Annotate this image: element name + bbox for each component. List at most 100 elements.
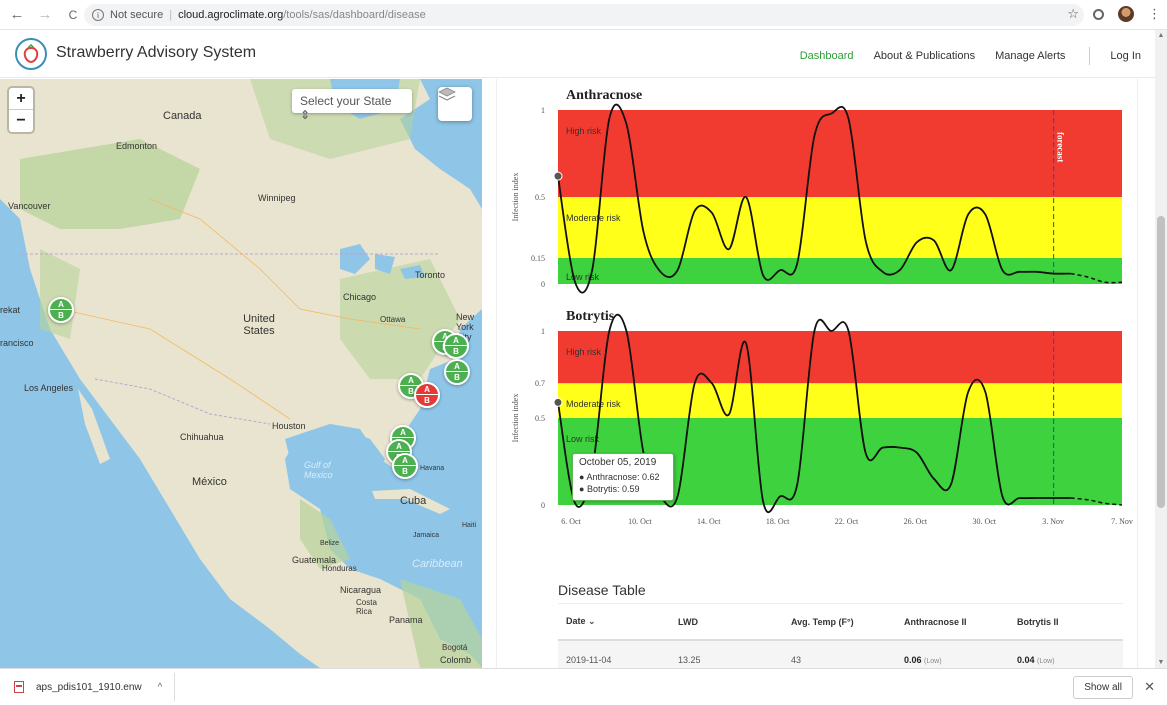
hover-point [553, 171, 563, 181]
info-icon[interactable]: i [92, 9, 104, 21]
column-lwd[interactable]: LWD [678, 616, 698, 627]
column-avg-temp[interactable]: Avg. Temp (F°) [791, 616, 854, 627]
cell-anthracnose: 0.06 (Low) [904, 655, 942, 665]
zoom-out-button[interactable]: − [16, 112, 26, 129]
disease-table: Date ⌄ LWD Avg. Temp (F°) Anthracnose II… [558, 603, 1123, 668]
y-tick-label: 0.15 [531, 254, 545, 263]
back-button[interactable]: ← [9, 6, 25, 23]
map-label-bogota: Bogotá [442, 643, 468, 652]
risk-band-label: Moderate risk [566, 399, 621, 409]
x-tick-label: 14. Oct [697, 517, 721, 526]
security-label: Not secure [110, 9, 164, 21]
table-header: Date ⌄ LWD Avg. Temp (F°) Anthracnose II… [558, 603, 1123, 641]
panel-border-left [496, 79, 497, 668]
nav-about-publications[interactable]: About & Publications [873, 50, 976, 62]
state-select[interactable]: Select your State ⇕ [292, 89, 412, 122]
x-tick-label: 7. Nov [1111, 517, 1133, 526]
menu-kebab-icon[interactable]: ⋮ [1148, 6, 1161, 21]
bookmark-star-icon[interactable]: ☆ [1067, 6, 1079, 21]
browser-actions: ☆ ⋮ [1067, 6, 1161, 22]
map-label-jamaica: Jamaica [413, 532, 440, 539]
app-header: Strawberry Advisory System Dashboard Abo… [0, 30, 1155, 78]
column-botrytis[interactable]: Botrytis II [1017, 616, 1059, 627]
risk-band-moderate [558, 197, 1122, 258]
y-tick-label: 1 [541, 106, 545, 115]
nav-log-in[interactable]: Log In [1110, 50, 1141, 62]
cell-botrytis: 0.04 (Low) [1017, 655, 1055, 665]
nav-dashboard[interactable]: Dashboard [799, 50, 854, 62]
address-bar[interactable]: i Not secure | cloud.agroclimate.org/too… [84, 4, 1084, 26]
risk-band-high [558, 331, 1122, 384]
map-label-chihuahua: Chihuahua [180, 432, 224, 442]
x-tick-label: 30. Oct [972, 517, 996, 526]
scroll-up-arrow[interactable]: ▲ [1157, 32, 1165, 39]
series-line [557, 313, 1071, 513]
map-label-caribbean: Caribbean [412, 558, 463, 570]
extension-icon[interactable] [1093, 8, 1104, 20]
y-tick-label: 0 [541, 280, 545, 289]
map-view[interactable]: + − Select your State ⇕ Canada Edmonton … [0, 79, 482, 668]
map-label-canada: Canada [163, 110, 202, 122]
layers-button[interactable] [438, 87, 472, 121]
reload-button[interactable]: C [68, 7, 78, 22]
app-title[interactable]: Strawberry Advisory System [56, 44, 257, 61]
main-nav: Dashboard About & Publications Manage Al… [780, 47, 1141, 65]
map-basemap [0, 79, 482, 668]
risk-band-label: High risk [566, 126, 602, 136]
x-tick-label: 22. Oct [835, 517, 859, 526]
risk-band-label: Moderate risk [566, 213, 621, 223]
show-all-button[interactable]: Show all [1073, 676, 1133, 699]
tooltip-row-botrytis: ● Botrytis: 0.59 [579, 484, 640, 494]
risk-band-label: Low risk [566, 272, 600, 282]
download-filename: aps_pdis101_1910.enw [36, 681, 142, 693]
map-label-gulf-of-mexico: Gulf of Mexico [304, 460, 333, 480]
map-label-colombia: Colomb [440, 655, 472, 665]
zoom-in-button[interactable]: + [9, 88, 33, 110]
cell-date: 2019-11-04 [566, 655, 612, 665]
map-label-panama: Panama [389, 615, 423, 625]
y-axis-title: Infection index [511, 394, 520, 443]
risk-band-label: Low risk [566, 434, 600, 444]
profile-avatar[interactable] [1118, 6, 1134, 22]
tooltip-row-anthracnose: ● Anthracnose: 0.62 [579, 472, 660, 482]
document-icon [14, 681, 24, 693]
scroll-down-arrow[interactable]: ▼ [1157, 659, 1165, 666]
nav-divider [1089, 47, 1091, 65]
nav-manage-alerts[interactable]: Manage Alerts [995, 50, 1066, 62]
tooltip-date: October 05, 2019 [579, 457, 657, 468]
map-label-rancisco: rancisco [0, 338, 34, 348]
forward-button[interactable]: → [37, 6, 53, 23]
strawberry-logo-icon[interactable] [15, 38, 47, 70]
layers-icon [438, 87, 456, 101]
risk-band-moderate [558, 383, 1122, 418]
disease-table-title: Disease Table [558, 582, 646, 598]
panel-border-right [1137, 79, 1138, 668]
map-label-toronto: Toronto [415, 270, 446, 280]
x-tick-label: 6. Oct [561, 517, 581, 526]
map-label-costa-rica: Costa Rica [356, 598, 377, 616]
download-menu-caret[interactable]: ^ [157, 681, 163, 693]
cell-temp: 43 [791, 655, 802, 665]
zoom-control: + − [9, 88, 33, 132]
risk-band-high [558, 110, 1122, 197]
download-item[interactable]: aps_pdis101_1910.enw ^ [14, 673, 176, 701]
map-label-haiti: Haiti [462, 522, 477, 529]
risk-band-low [558, 257, 1122, 284]
url-path: /tools/sas/dashboard/disease [283, 9, 426, 21]
column-date[interactable]: Date ⌄ [566, 616, 596, 626]
page-scrollbar[interactable]: ▲ ▼ [1155, 30, 1167, 668]
disease-panel: Low risk Moderate risk High risk Anthracnos… [482, 79, 1155, 668]
hover-point [553, 397, 563, 407]
scrollbar-thumb[interactable] [1157, 216, 1165, 508]
y-tick-label: 1 [541, 327, 545, 336]
y-axis-title: Infection index [511, 173, 520, 222]
column-anthracnose[interactable]: Anthracnose II [904, 616, 967, 627]
chart-title: Anthracnose [566, 88, 642, 103]
close-download-bar-icon[interactable]: ✕ [1144, 679, 1155, 694]
map-label-havana: Havana [420, 465, 445, 472]
